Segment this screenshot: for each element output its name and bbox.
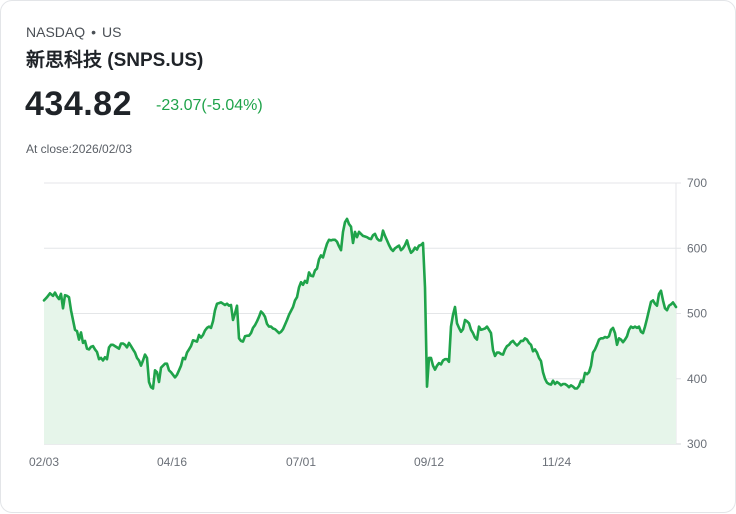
x-tick-label: 07/01: [286, 455, 316, 469]
price-line: [42, 217, 678, 390]
x-tick-label: 11/24: [542, 455, 571, 469]
y-tick-label: 500: [687, 307, 707, 321]
x-axis-labels: 02/03 04/16 07/01 09/12 11/24: [29, 455, 571, 469]
y-tick-label: 400: [687, 372, 707, 386]
exchange-name: NASDAQ: [26, 24, 86, 40]
exchange-line: NASDAQ • US: [26, 24, 121, 40]
close-timestamp: At close:2026/02/03: [26, 142, 133, 156]
current-price: 434.82: [25, 85, 132, 123]
x-tick-label: 09/12: [414, 455, 444, 469]
price-change: -23.07(-5.04%): [156, 97, 263, 114]
y-tick-label: 700: [687, 176, 707, 190]
y-axis-labels: 700 600 500 400 300: [687, 176, 707, 451]
x-tick-label: 02/03: [29, 455, 59, 469]
separator-dot: •: [91, 24, 97, 40]
y-tick-label: 600: [687, 241, 707, 255]
price-area-fill: [44, 218, 676, 444]
market-name: US: [102, 24, 122, 40]
stock-name: 新思科技 (SNPS.US): [26, 50, 204, 71]
x-tick-label: 04/16: [157, 455, 187, 469]
y-tick-label: 300: [687, 437, 707, 451]
